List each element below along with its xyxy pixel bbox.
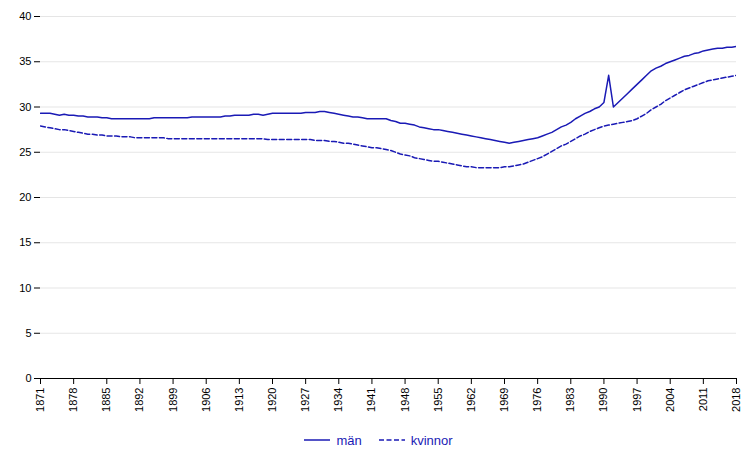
svg-text:10: 10: [19, 282, 31, 294]
svg-text:1892: 1892: [133, 388, 145, 412]
svg-text:1983: 1983: [564, 388, 576, 412]
svg-text:20: 20: [19, 191, 31, 203]
svg-text:1962: 1962: [465, 388, 477, 412]
svg-text:1906: 1906: [200, 388, 212, 412]
svg-text:1920: 1920: [266, 388, 278, 412]
svg-text:2004: 2004: [664, 388, 676, 412]
svg-text:1899: 1899: [167, 388, 179, 412]
svg-text:0: 0: [25, 372, 31, 384]
svg-text:40: 40: [19, 10, 31, 22]
html-text:män: män: [336, 432, 362, 448]
svg-text:1969: 1969: [498, 388, 510, 412]
svg-text:1997: 1997: [631, 388, 643, 412]
svg-text:1885: 1885: [100, 388, 112, 412]
svg-text:30: 30: [19, 101, 31, 113]
svg-text:1871: 1871: [34, 388, 46, 412]
svg-text:1913: 1913: [233, 388, 245, 412]
svg-text:5: 5: [25, 327, 31, 339]
svg-text:1976: 1976: [531, 388, 543, 412]
svg-text:2018: 2018: [730, 388, 742, 412]
svg-text:1948: 1948: [399, 388, 411, 412]
svg-text:1934: 1934: [332, 388, 344, 412]
html-text:kvinnor: kvinnor: [410, 432, 453, 448]
svg-text:15: 15: [19, 236, 31, 248]
svg-text:1878: 1878: [67, 388, 79, 412]
svg-text:25: 25: [19, 146, 31, 158]
svg-text:1955: 1955: [432, 388, 444, 412]
svg-text:35: 35: [19, 55, 31, 67]
svg-text:2011: 2011: [697, 388, 709, 412]
svg-text:1941: 1941: [365, 388, 377, 412]
svg-text:1990: 1990: [597, 388, 609, 412]
svg-text:1927: 1927: [299, 388, 311, 412]
